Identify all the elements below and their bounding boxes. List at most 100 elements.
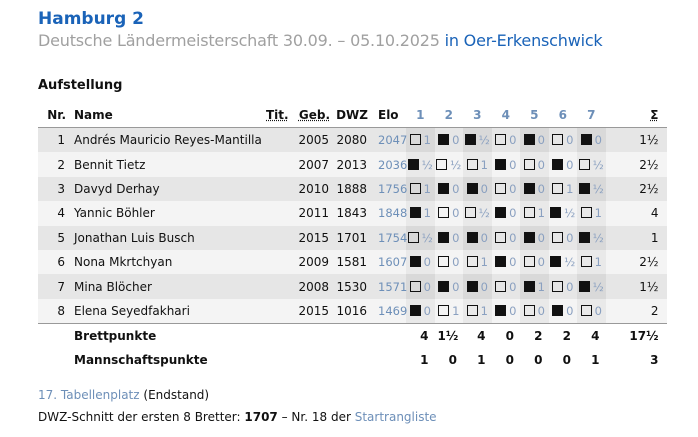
white-square-icon (578, 158, 590, 170)
round-result[interactable]: 0 (406, 274, 435, 299)
white-square-icon (495, 134, 507, 146)
round-result[interactable]: 0 (463, 225, 492, 250)
round-result[interactable]: ½ (548, 249, 577, 275)
round-result[interactable]: 0 (520, 176, 549, 202)
player-name[interactable]: Elena Seyedfakhari (68, 298, 264, 324)
round-result[interactable]: 0 (463, 176, 492, 202)
result-value: ½ (592, 279, 604, 294)
result-value: 0 (452, 255, 460, 270)
white-square-icon (438, 207, 450, 219)
round-result[interactable]: 0 (434, 127, 463, 153)
totals-row: Brettpunkte 4 1½ 4 0 2 2 4 17½ (38, 323, 667, 349)
round-result[interactable]: 0 (491, 298, 520, 324)
round-result[interactable]: 0 (406, 298, 435, 324)
player-name[interactable]: Yannic Böhler (68, 201, 264, 226)
round-result[interactable]: 1 (406, 127, 435, 153)
player-name[interactable]: Mina Blöcher (68, 274, 264, 299)
round-result[interactable]: 0 (434, 225, 463, 250)
round-result[interactable]: 0 (520, 225, 549, 250)
startrangliste-link[interactable]: Startrangliste (354, 410, 437, 425)
result-value: 1 (452, 303, 460, 318)
round-result[interactable]: 1 (406, 201, 435, 226)
player-name[interactable]: Andrés Mauricio Reyes-Mantilla (68, 127, 264, 153)
round-result[interactable]: ½ (577, 225, 606, 250)
round-result[interactable]: 0 (491, 225, 520, 250)
elo-rating: 1469 (370, 298, 407, 324)
result-value: 0 (509, 279, 517, 294)
white-square-icon (523, 207, 535, 219)
round-result[interactable]: 1 (463, 298, 492, 324)
white-square-icon (495, 231, 507, 243)
round-result[interactable]: 0 (548, 152, 577, 177)
round-result[interactable]: 0 (491, 152, 520, 177)
white-square-icon (466, 256, 478, 268)
round-result[interactable]: 1 (434, 298, 463, 324)
round-result[interactable]: 0 (491, 127, 520, 153)
round-result[interactable]: ½ (406, 152, 435, 177)
round-result[interactable]: 0 (577, 298, 606, 324)
round-result[interactable]: ½ (548, 201, 577, 226)
result-value: 0 (480, 230, 488, 245)
round-result[interactable]: 1 (463, 249, 492, 275)
player-name[interactable]: Bennit Tietz (68, 152, 264, 177)
round-result[interactable]: 1 (548, 176, 577, 202)
round-result[interactable]: 0 (491, 249, 520, 275)
round-result[interactable]: 0 (520, 249, 549, 275)
grand-total: 17½ (605, 323, 667, 349)
birth-year: 2010 (292, 176, 332, 202)
round-result[interactable]: 0 (434, 249, 463, 275)
round-result[interactable]: ½ (406, 225, 435, 250)
result-value: 0 (509, 181, 517, 196)
round-result[interactable]: 0 (434, 274, 463, 299)
result-value: 0 (537, 181, 545, 196)
round-result[interactable]: 0 (577, 127, 606, 153)
round-result[interactable]: ½ (434, 152, 463, 177)
round-result[interactable]: 0 (463, 274, 492, 299)
round-result[interactable]: 1 (520, 201, 549, 226)
round-result[interactable]: 1 (406, 176, 435, 202)
round-result[interactable]: ½ (577, 274, 606, 299)
round-result[interactable]: 1 (577, 249, 606, 275)
round-result[interactable]: ½ (463, 201, 492, 226)
player-title (264, 176, 292, 202)
round-result[interactable]: 0 (491, 274, 520, 299)
elo-rating: 1607 (370, 249, 407, 275)
round-result[interactable]: 0 (548, 274, 577, 299)
round-result[interactable]: 1 (520, 274, 549, 299)
player-name[interactable]: Jonathan Luis Busch (68, 225, 264, 250)
round-result[interactable]: 0 (434, 176, 463, 202)
dwz-rank: – Nr. 18 der (281, 410, 351, 425)
round-result[interactable]: 1 (577, 201, 606, 226)
totals-label: Mannschaftspunkte (74, 353, 208, 368)
location-link[interactable]: in Oer-Erkenschwick (444, 31, 603, 50)
round-total: 0 (534, 353, 543, 368)
player-name[interactable]: Nona Mkrtchyan (68, 249, 264, 275)
player-row: 1 Andrés Mauricio Reyes-Mantilla 2005 2080 2… (38, 127, 667, 153)
player-row: 7 Mina Blöcher 2008 1530 1571 0 0 0 0 1 0 ½ 1½ (38, 274, 667, 299)
round-result[interactable]: 0 (548, 127, 577, 153)
white-square-icon (464, 207, 476, 219)
round-result[interactable]: 0 (548, 298, 577, 324)
round-result[interactable]: 0 (406, 249, 435, 275)
round-result[interactable]: 0 (491, 201, 520, 226)
player-name[interactable]: Davyd Derhay (68, 176, 264, 202)
round-result[interactable]: 0 (491, 176, 520, 202)
elo-rating: 1754 (370, 225, 407, 250)
result-value: 0 (423, 303, 431, 318)
rank-link[interactable]: 17. Tabellenplatz (38, 388, 140, 403)
round-result[interactable]: 0 (548, 225, 577, 250)
birth-year: 2015 (292, 225, 332, 250)
result-value: 1 (423, 181, 431, 196)
round-result[interactable]: 1 (463, 152, 492, 177)
round-result[interactable]: ½ (577, 176, 606, 202)
round-result[interactable]: ½ (463, 127, 492, 153)
elo-rating: 1848 (370, 201, 407, 226)
round-result[interactable]: 0 (520, 127, 549, 153)
result-value: 1 (537, 206, 545, 221)
round-result[interactable]: 0 (520, 152, 549, 177)
round-result[interactable]: 0 (520, 298, 549, 324)
round-result[interactable]: ½ (577, 152, 606, 177)
round-result[interactable]: 0 (434, 201, 463, 226)
col-sum: Σ (650, 108, 659, 122)
